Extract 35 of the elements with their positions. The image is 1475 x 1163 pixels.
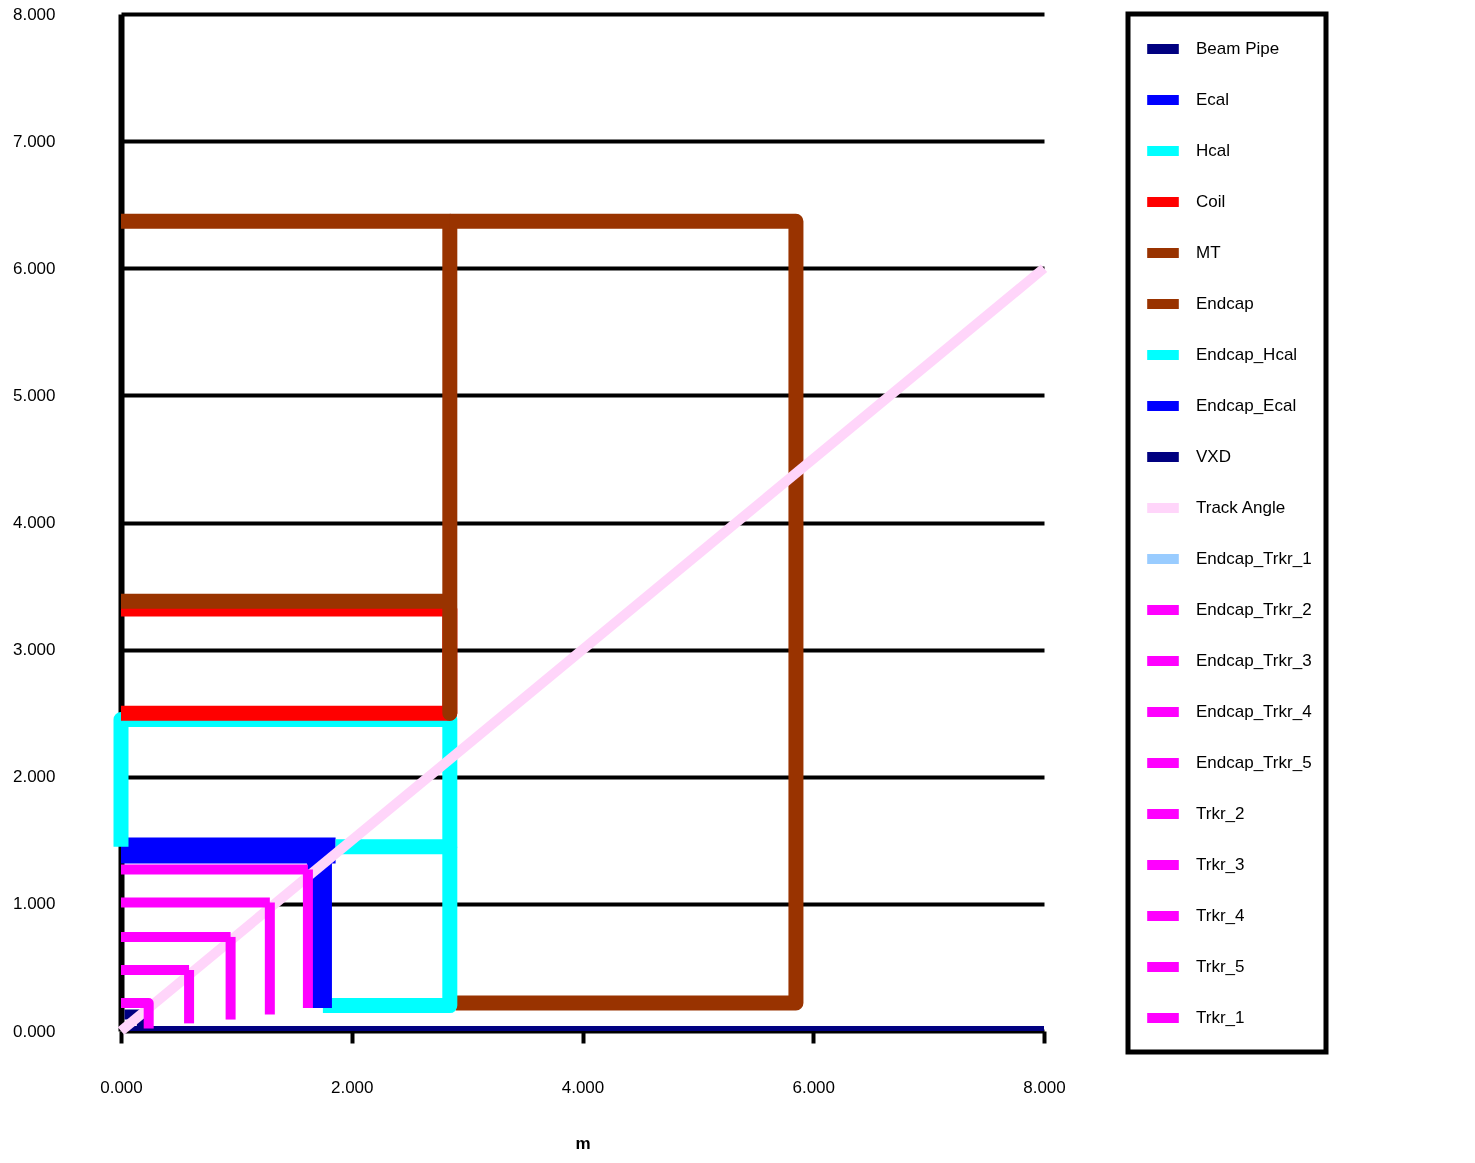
legend-label: Endcap_Trkr_1 (1196, 549, 1312, 568)
legend-label: Trkr_4 (1196, 906, 1245, 925)
legend-label: Ecal (1196, 90, 1230, 109)
legend-label: Trkr_1 (1196, 1008, 1245, 1027)
x-axis-title: m (575, 1133, 591, 1153)
legend-label: Endcap_Trkr_2 (1196, 600, 1312, 619)
y-tick-label: 5.000 (12, 385, 56, 405)
y-tick-label: 0.000 (12, 1021, 56, 1041)
legend-label: Trkr_2 (1196, 804, 1245, 823)
x-tick-label: 8.000 (1023, 1077, 1066, 1097)
legend-label: Endcap (1196, 294, 1254, 313)
legend-label: Trkr_3 (1196, 855, 1245, 874)
legend-label: Endcap_Ecal (1196, 396, 1297, 415)
legend-label: MT (1196, 243, 1221, 262)
x-tick-label: 6.000 (792, 1077, 836, 1097)
y-tick-label: 6.000 (12, 258, 56, 278)
legend-label: Endcap_Trkr_5 (1196, 753, 1312, 772)
y-tick-label: 2.000 (12, 767, 56, 787)
y-tick-label: 8.000 (12, 4, 56, 24)
legend-label: Coil (1196, 192, 1226, 211)
legend-label: Beam Pipe (1196, 39, 1280, 58)
x-tick-label: 4.000 (561, 1077, 605, 1097)
x-tick-label: 0.000 (100, 1077, 143, 1097)
y-tick-label: 3.000 (12, 640, 56, 660)
legend-label: Endcap_Trkr_3 (1196, 651, 1312, 670)
legend-label: Endcap_Hcal (1196, 345, 1298, 364)
y-tick-label: 7.000 (12, 131, 56, 151)
x-tick-label: 2.000 (330, 1077, 374, 1097)
y-tick-label: 1.000 (12, 894, 56, 914)
legend-label: VXD (1196, 447, 1231, 466)
legend-label: Hcal (1196, 141, 1231, 160)
legend-label: Track Angle (1196, 498, 1286, 517)
legend-label: Endcap_Trkr_4 (1196, 702, 1312, 721)
y-tick-label: 4.000 (12, 513, 56, 532)
legend-label: Trkr_5 (1196, 957, 1245, 976)
